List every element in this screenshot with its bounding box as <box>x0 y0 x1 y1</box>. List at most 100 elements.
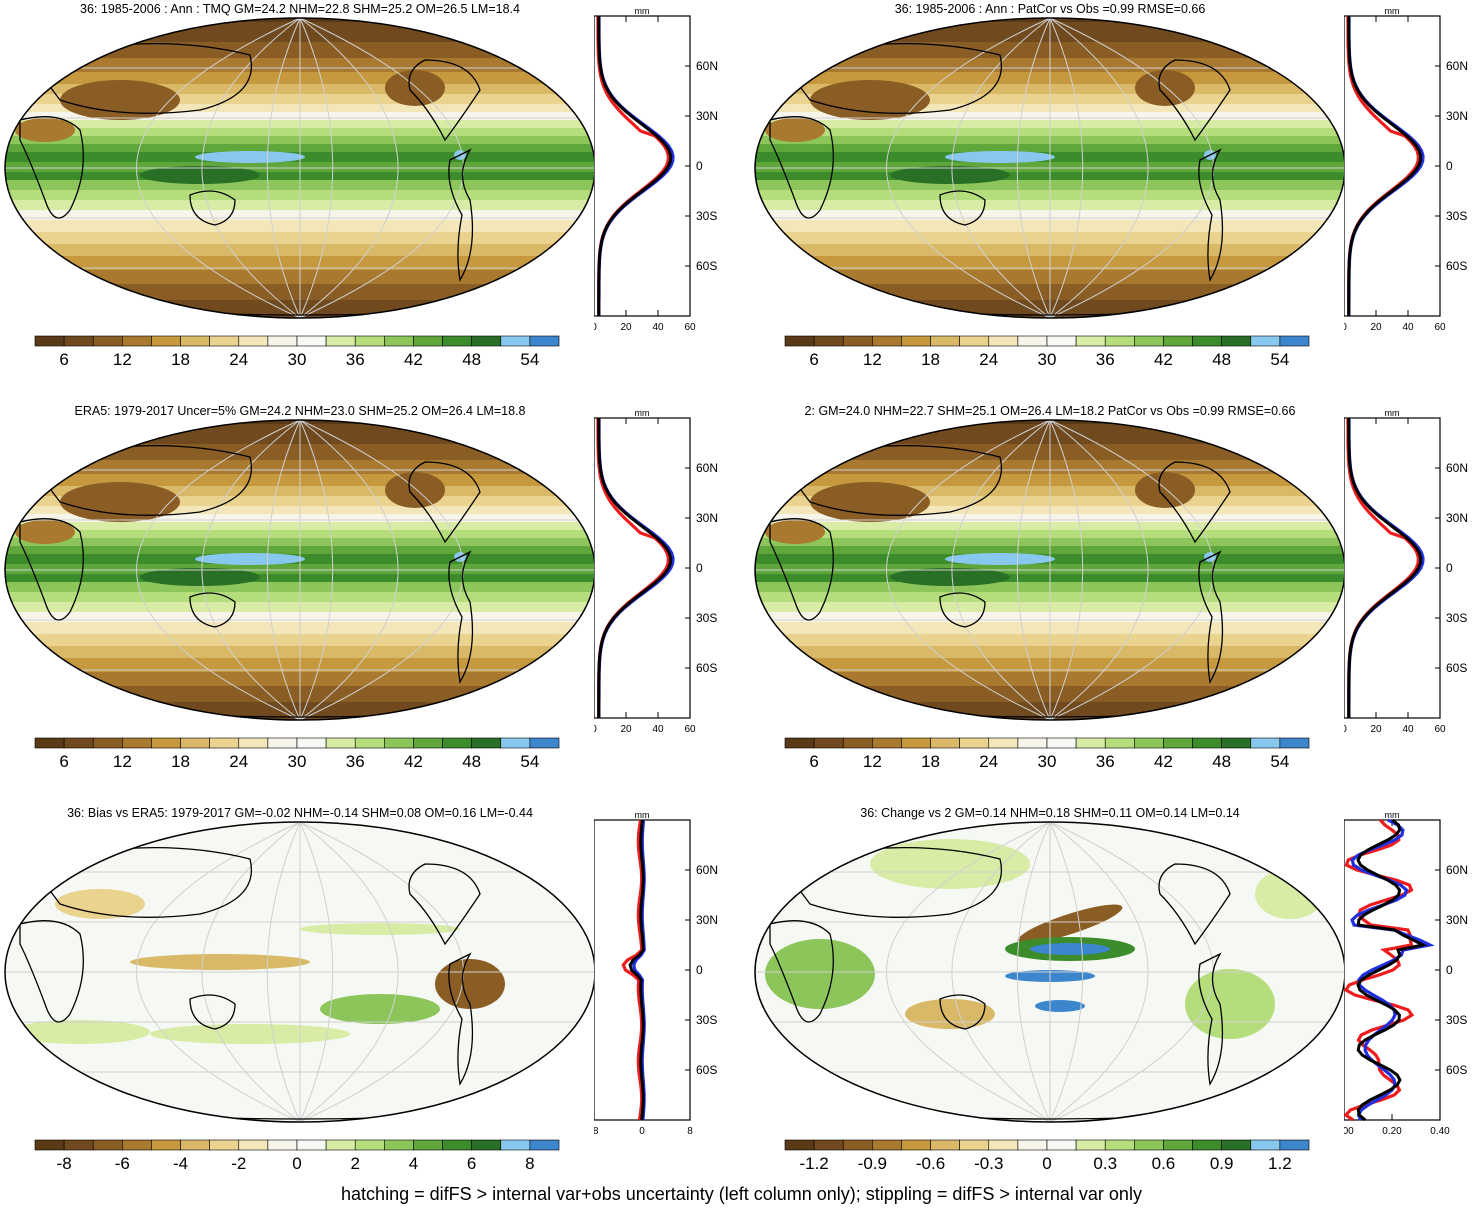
profile-x-tick: 40 <box>1402 322 1414 333</box>
zonal-mean-profile: mm 60N 30N 0 30S 60S 0 20 40 60 <box>594 408 718 735</box>
colorbar-label: 8 <box>525 1154 535 1173</box>
profile-lat-label: 30S <box>696 209 717 223</box>
profile-x-tick: -8 <box>594 1126 599 1137</box>
colorbar-swatch <box>151 1139 181 1151</box>
colorbar-swatch <box>1134 1139 1164 1151</box>
colorbar-swatch <box>842 335 873 347</box>
colorbar-swatch <box>872 335 902 347</box>
footer-caption: hatching = difFS > internal var+obs unce… <box>341 1184 1142 1204</box>
profile-lat-label: 30S <box>696 1013 717 1027</box>
colorbar-swatch <box>354 737 385 749</box>
colorbar-swatch <box>500 335 531 347</box>
colorbar-swatch <box>1163 737 1193 749</box>
colorbar-swatch <box>529 335 560 347</box>
profile-unit: mm <box>1385 810 1400 820</box>
colorbar-swatch <box>1017 737 1048 749</box>
colorbar-label: 0 <box>1042 1154 1052 1173</box>
profile-lat-label: 0 <box>1446 963 1453 977</box>
colorbar-swatch <box>784 335 815 347</box>
colorbar-swatch <box>267 1139 298 1151</box>
colorbar-swatch <box>267 737 298 749</box>
colorbar-swatch <box>238 737 269 749</box>
colorbar-label: -2 <box>231 1154 247 1173</box>
colorbar-swatch <box>92 737 123 749</box>
profile-x-tick: 20 <box>620 322 632 333</box>
colorbar-label: 36 <box>345 350 365 369</box>
colorbar-label: 18 <box>921 752 940 771</box>
colorbar-swatch <box>1134 737 1164 749</box>
profile-x-tick: 8 <box>687 1126 693 1137</box>
colorbar-label: 30 <box>1037 752 1057 771</box>
profile-lat-label: 60N <box>696 59 718 73</box>
profile-unit: mm <box>635 810 650 820</box>
profile-lat-label: 60S <box>1446 661 1467 675</box>
colorbar-swatch <box>471 335 502 347</box>
profile-line-blue <box>1350 818 1435 1121</box>
profile-lat-label: 0 <box>1446 561 1453 575</box>
profile-x-tick: 0 <box>1344 724 1347 735</box>
colorbar-swatch <box>959 335 990 347</box>
profile-lat-label: 30N <box>1446 913 1468 927</box>
colorbar-swatch <box>267 335 298 347</box>
colorbar-swatch <box>180 737 210 749</box>
colorbar-swatch <box>209 1139 240 1151</box>
colorbar-swatch <box>1192 335 1222 347</box>
colorbar-swatch <box>1075 335 1106 347</box>
colorbar-swatch <box>1134 335 1164 347</box>
colorbar-swatch <box>209 737 240 749</box>
colorbar-swatch <box>325 1139 356 1151</box>
colorbar-swatch <box>122 1139 152 1151</box>
colorbar-swatch <box>988 335 1019 347</box>
profile-line-black <box>1347 16 1423 316</box>
profile-lat-label: 60S <box>1446 1063 1467 1077</box>
colorbar-swatch <box>930 1139 960 1151</box>
colorbar-swatch <box>930 737 960 749</box>
colorbar-label: 54 <box>520 350 540 369</box>
colorbar-swatch <box>1046 737 1077 749</box>
colorbar-swatch <box>813 737 844 749</box>
profile-lat-label: 60S <box>696 661 717 675</box>
colorbar-swatch <box>34 737 65 749</box>
zonal-mean-profile: mm 60N 30N 0 30S 60S 0 20 40 60 <box>1344 6 1468 333</box>
profile-lat-label: 30S <box>696 611 717 625</box>
colorbar-label: 24 <box>979 350 999 369</box>
panel-1: 36: 1985-2006 : Ann : TMQ GM=24.2 NHM=22… <box>0 0 733 380</box>
panel-3: ERA5: 1979-2017 Uncer=5% GM=24.2 NHM=23.… <box>0 402 733 782</box>
colorbar-label: 0 <box>292 1154 302 1173</box>
colorbar-swatch <box>325 335 356 347</box>
colorbar-swatch <box>959 737 990 749</box>
colorbar-swatch <box>1046 335 1077 347</box>
profile-unit: mm <box>1385 6 1400 16</box>
profile-x-tick: 20 <box>620 724 632 735</box>
colorbar-label: -8 <box>56 1154 72 1173</box>
colorbar-swatch <box>1192 737 1222 749</box>
colorbar-swatch <box>471 737 502 749</box>
colorbar-label: 12 <box>112 752 132 771</box>
colorbar-label: -1.2 <box>799 1154 829 1173</box>
panel-title: ERA5: 1979-2017 Uncer=5% GM=24.2 NHM=23.… <box>74 404 526 418</box>
profile-x-tick: 0.40 <box>1430 1126 1450 1137</box>
profile-lat-label: 60N <box>1446 461 1468 475</box>
colorbar-swatch <box>1017 335 1048 347</box>
profile-lat-label: 60S <box>696 1063 717 1077</box>
colorbar-label: 6 <box>59 350 69 369</box>
colorbar-swatch <box>1279 737 1310 749</box>
graticule <box>5 419 595 721</box>
profile-lat-label: 0 <box>696 963 703 977</box>
profile-x-tick: 40 <box>652 322 664 333</box>
profile-line-black <box>1356 818 1428 1122</box>
colorbar-swatch <box>122 737 152 749</box>
colorbar-label: 54 <box>1270 752 1290 771</box>
colorbar-swatch <box>296 1139 327 1151</box>
colorbar-label: 36 <box>345 752 365 771</box>
colorbar-label: 6 <box>59 752 69 771</box>
profile-unit: mm <box>635 6 650 16</box>
colorbar-swatch <box>63 1139 94 1151</box>
colorbar-swatch <box>1221 1139 1252 1151</box>
colorbar-swatch <box>354 335 385 347</box>
colorbar-swatch <box>92 335 123 347</box>
colorbar-label: 48 <box>462 752 482 771</box>
colorbar-swatch <box>238 335 269 347</box>
profile-line-black <box>597 418 673 718</box>
colorbar-label: 48 <box>462 350 482 369</box>
